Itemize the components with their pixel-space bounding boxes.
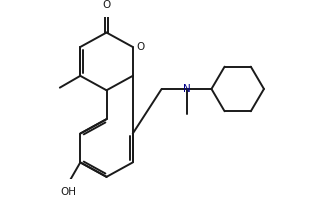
- Text: O: O: [102, 0, 111, 10]
- Text: O: O: [137, 42, 145, 52]
- Text: OH: OH: [60, 187, 77, 197]
- Text: N: N: [183, 84, 190, 94]
